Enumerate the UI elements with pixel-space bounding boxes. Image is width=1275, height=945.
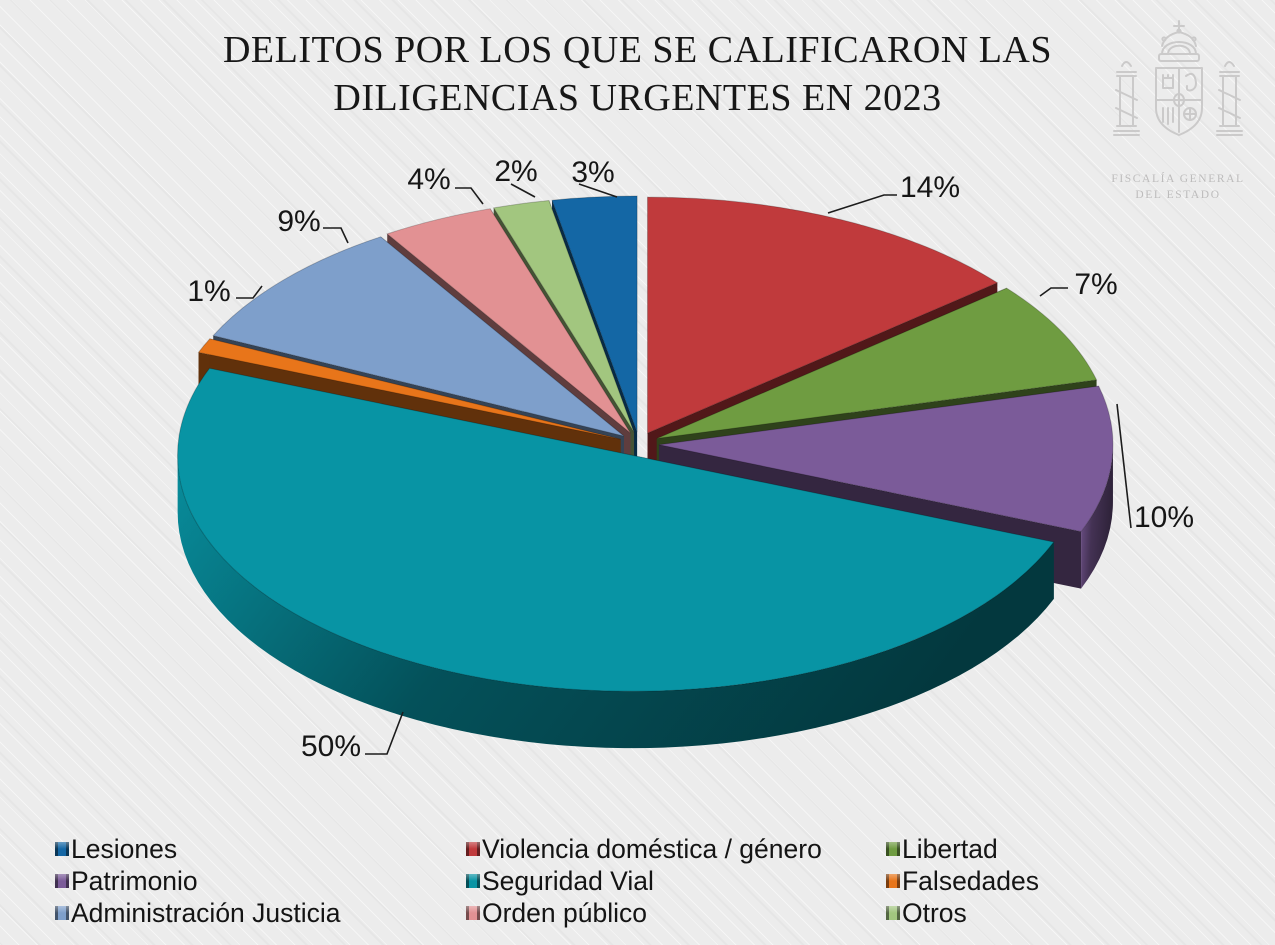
label-leader-line bbox=[827, 194, 897, 214]
chart-title: DELITOS POR LOS QUE SE CALIFICARON LAS D… bbox=[0, 26, 1275, 122]
label-leader-line bbox=[365, 711, 404, 755]
slice-top-face bbox=[647, 196, 999, 434]
pie-percent-label: 10% bbox=[1134, 501, 1194, 534]
slice-side-face bbox=[1081, 444, 1113, 589]
pie-percent-label: 1% bbox=[187, 275, 230, 308]
fiscalia-logo: FISCALÍA GENERAL DEL ESTADO bbox=[1098, 14, 1258, 214]
label-leader-line bbox=[455, 187, 484, 205]
pie-percent-label: 9% bbox=[277, 205, 320, 238]
slice-top-face bbox=[658, 385, 1114, 533]
slice-top-face bbox=[492, 200, 635, 433]
label-leader-line bbox=[1116, 403, 1132, 529]
slice-top-face bbox=[212, 236, 625, 437]
label-leader-line bbox=[323, 227, 349, 244]
label-leader-line bbox=[236, 285, 263, 299]
chart-title-line2: DILIGENCIAS URGENTES EN 2023 bbox=[333, 77, 942, 119]
pie-percent-label: 3% bbox=[571, 156, 614, 189]
label-leader-line bbox=[510, 183, 536, 198]
slice-top-face bbox=[551, 195, 638, 433]
slice-top-face bbox=[177, 367, 1055, 692]
label-leader-line bbox=[578, 183, 618, 198]
label-leader-line bbox=[1039, 287, 1068, 297]
slice-side-face bbox=[177, 455, 1054, 749]
coat-of-arms-icon bbox=[1113, 20, 1243, 136]
slice-top-face bbox=[386, 208, 631, 434]
pie-percent-label: 2% bbox=[494, 155, 537, 188]
logo-text-line2: DEL ESTADO bbox=[1135, 189, 1221, 201]
slice-top-face bbox=[656, 287, 1098, 440]
pie-slice-seguridad-vial bbox=[177, 367, 1055, 749]
pie-percent-label: 14% bbox=[900, 171, 960, 204]
chart-title-line1: DELITOS POR LOS QUE SE CALIFICARON LAS bbox=[222, 29, 1053, 71]
pie-percent-label: 50% bbox=[301, 730, 361, 763]
logo-text-line1: FISCALÍA GENERAL bbox=[1111, 173, 1245, 185]
pie-percent-label: 4% bbox=[407, 163, 450, 196]
slice-top-face bbox=[197, 338, 621, 440]
pie-percent-label: 7% bbox=[1074, 268, 1117, 301]
